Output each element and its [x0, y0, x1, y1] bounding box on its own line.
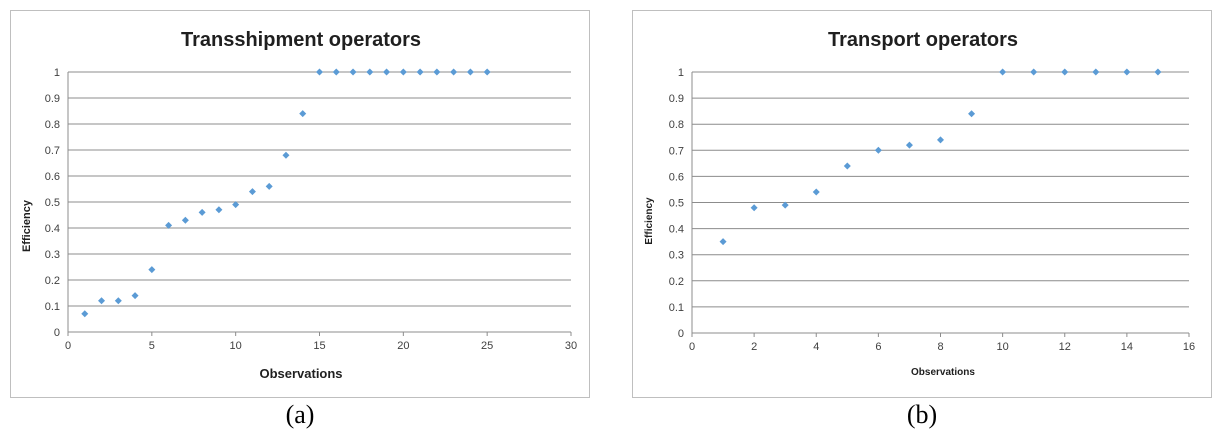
data-point	[248, 188, 256, 196]
y-tick-label: 0.8	[45, 119, 60, 131]
chart-title: Transshipment operators	[181, 29, 421, 51]
axes	[691, 72, 1190, 337]
data-points	[81, 68, 491, 318]
x-tick-label: 4	[813, 341, 819, 353]
y-tick-label: 0	[54, 327, 60, 339]
y-tick-label: 0.2	[669, 276, 684, 288]
data-point	[81, 310, 89, 318]
data-points	[719, 68, 1162, 246]
data-point	[466, 68, 474, 76]
y-tick-label: 0.4	[45, 223, 60, 235]
y-tick-label: 0.1	[45, 301, 60, 313]
y-tick-label: 0.3	[45, 249, 60, 261]
y-tick-label: 1	[54, 67, 60, 79]
data-point	[483, 68, 491, 76]
data-point	[905, 141, 913, 149]
x-tick-label: 8	[937, 341, 943, 353]
gridlines	[692, 71, 1189, 308]
x-tick-label: 5	[149, 340, 155, 352]
chart-transshipment: Transshipment operators Observations Eff…	[21, 29, 577, 381]
x-tick-label: 12	[1059, 341, 1071, 353]
data-point	[181, 216, 189, 224]
data-point	[131, 292, 139, 300]
y-tick-label: 0.5	[669, 198, 684, 210]
data-point	[299, 110, 307, 118]
data-point	[450, 68, 458, 76]
y-axis-label: Efficiency	[21, 199, 33, 252]
data-point	[114, 297, 122, 305]
data-point	[999, 68, 1007, 76]
chart-panel-transshipment: Transshipment operators Observations Eff…	[10, 10, 590, 398]
data-point	[349, 68, 357, 76]
data-point	[937, 136, 944, 144]
y-tick-label: 0	[678, 328, 684, 340]
data-point	[332, 68, 340, 76]
y-tick-label: 0.9	[45, 93, 60, 105]
data-point	[98, 297, 106, 305]
data-point	[812, 188, 820, 196]
data-point	[750, 204, 758, 212]
data-point	[366, 68, 374, 76]
data-point	[265, 182, 273, 190]
x-tick-label: 20	[397, 340, 409, 352]
y-tick-label: 0.5	[45, 197, 60, 209]
data-point	[282, 151, 290, 159]
x-axis-label: Observations	[911, 367, 975, 378]
y-tick-label: 0.2	[45, 275, 60, 287]
x-tick-label: 30	[565, 340, 577, 352]
y-tick-label: 0.8	[669, 119, 684, 131]
data-point	[383, 68, 391, 76]
data-point	[316, 68, 323, 76]
chart-title: Transport operators	[828, 29, 1018, 51]
x-tick-label: 10	[230, 340, 242, 352]
x-tick-label: 14	[1121, 341, 1133, 353]
x-tick-label: 10	[997, 341, 1009, 353]
gridlines	[68, 71, 571, 307]
tick-labels: 00.10.20.30.40.50.60.70.80.910 2 4 6 8 10 12 14…	[669, 67, 1195, 353]
data-point	[1061, 68, 1069, 76]
figure-caption-b: (b)	[906, 400, 938, 429]
data-point	[215, 206, 223, 214]
x-tick-label: 15	[313, 340, 325, 352]
x-tick-label: 6	[875, 341, 881, 353]
chart-panel-transport: Transport operators Observations Efficie…	[632, 10, 1212, 398]
y-tick-label: 0.1	[669, 302, 684, 314]
axes	[67, 72, 572, 336]
data-point	[1123, 68, 1131, 76]
x-tick-label: 0	[65, 340, 71, 352]
x-tick-label: 0	[689, 341, 695, 353]
y-axis-label: Efficiency	[644, 197, 655, 245]
x-axis-label: Observations	[259, 366, 342, 381]
data-point	[165, 221, 173, 229]
x-tick-label: 16	[1183, 341, 1195, 353]
y-tick-label: 0.9	[669, 93, 684, 105]
x-tick-label: 2	[751, 341, 757, 353]
x-tick-label: 25	[481, 340, 493, 352]
data-point	[198, 208, 206, 216]
data-point	[781, 201, 789, 209]
y-tick-label: 0.4	[669, 224, 684, 236]
chart-transport: Transport operators Observations Efficie…	[644, 29, 1195, 378]
data-point	[416, 68, 424, 76]
data-point	[968, 110, 976, 118]
data-point	[843, 162, 851, 170]
y-tick-label: 0.3	[669, 250, 684, 262]
data-point	[148, 266, 156, 274]
data-point	[433, 68, 441, 76]
y-tick-label: 0.7	[45, 145, 60, 157]
y-tick-label: 0.6	[45, 171, 60, 183]
data-point	[232, 201, 240, 209]
y-tick-label: 0.7	[669, 145, 684, 157]
figure-caption-a: (a)	[285, 400, 315, 429]
y-tick-label: 0.6	[669, 171, 684, 183]
data-point	[719, 238, 727, 246]
data-point	[1154, 68, 1162, 76]
data-point	[1092, 68, 1100, 76]
y-tick-label: 1	[678, 67, 684, 79]
data-point	[874, 146, 882, 154]
data-point	[1030, 68, 1038, 76]
data-point	[399, 68, 407, 76]
tick-labels: 00.10.20.30.40.50.60.70.80.910 5 10 15 20 25 3…	[45, 67, 577, 352]
